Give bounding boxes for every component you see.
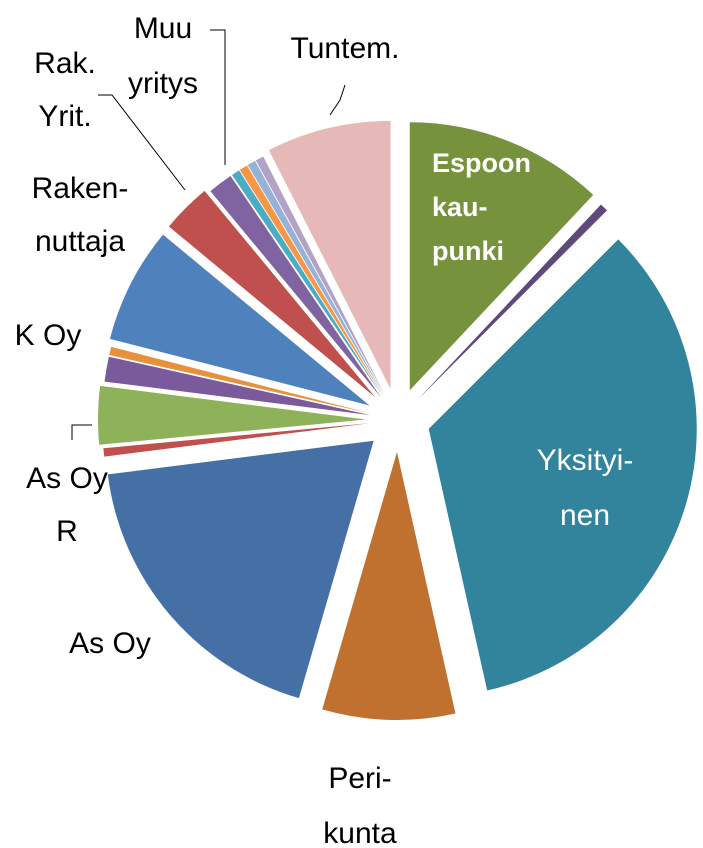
slices <box>98 120 697 720</box>
slice-label: Tuntem. <box>291 32 400 65</box>
slice <box>255 156 385 396</box>
slice-label: Peri- <box>328 762 391 795</box>
slice-label: As Oy <box>26 462 108 495</box>
leader-line <box>210 29 226 165</box>
slice <box>107 440 374 699</box>
slice-label: punki <box>432 236 504 266</box>
slice-label: Yksityi- <box>537 444 634 477</box>
slice <box>104 356 371 416</box>
slice <box>428 239 697 691</box>
slice-label: yritys <box>128 67 198 100</box>
slice <box>409 122 594 391</box>
slice <box>210 175 382 398</box>
slice-label: nen <box>560 499 610 532</box>
slice-label: Espoon <box>432 148 531 178</box>
slice <box>247 160 385 396</box>
slice-label: Rak. <box>34 47 96 80</box>
slice-label: Muu <box>134 12 192 45</box>
slice-label: nuttaja <box>35 225 125 258</box>
slice <box>103 423 371 457</box>
slice <box>417 204 607 400</box>
slice <box>98 385 367 445</box>
slice-label: As Oy <box>69 627 151 660</box>
slice-label: R <box>56 515 78 548</box>
leader-line <box>329 84 346 116</box>
slice-label: Raken- <box>32 172 129 205</box>
slice-label: kau- <box>432 192 488 222</box>
slice <box>109 346 371 414</box>
leader-line <box>71 424 92 440</box>
slice-label: Yrit. <box>38 100 91 133</box>
slice <box>239 165 384 397</box>
slice <box>168 190 376 398</box>
slice <box>231 170 383 397</box>
slice-label: kunta <box>323 817 397 848</box>
slice <box>268 120 391 389</box>
slice <box>322 451 456 720</box>
leader-line <box>98 94 186 191</box>
slice <box>109 234 370 406</box>
labels: Espoon kau-punki Yksityi-nen Peri-kunta As O… <box>15 12 634 848</box>
slice-label: K Oy <box>15 319 82 352</box>
